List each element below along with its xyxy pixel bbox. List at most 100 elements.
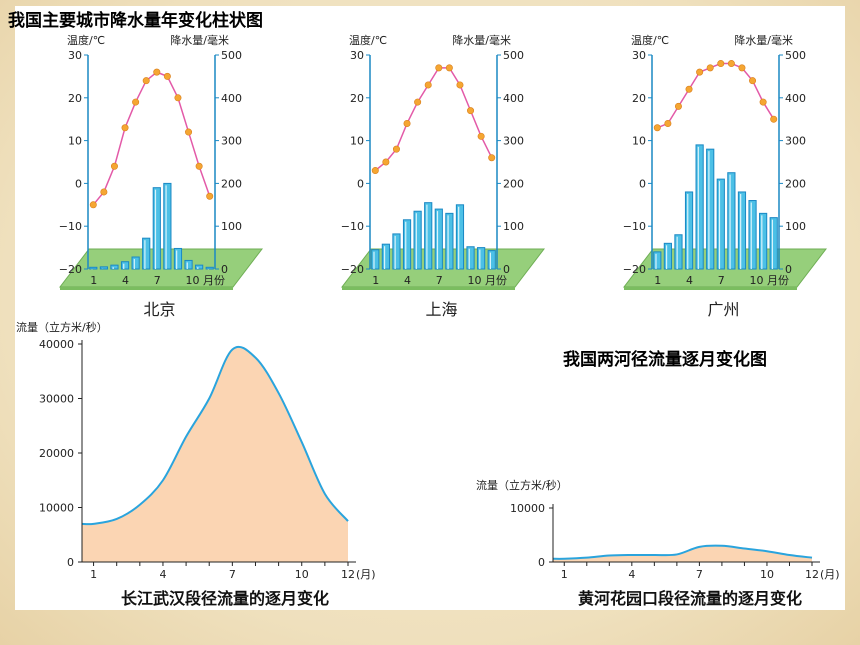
temp-axis-label: 温度/℃: [631, 33, 669, 47]
precip-bar: [163, 182, 172, 270]
temperature-point: [206, 192, 214, 200]
flow-section-title: 我国两河径流量逐月变化图: [563, 350, 767, 370]
precip-bar: [477, 247, 486, 270]
precip-bar: [402, 219, 412, 270]
precip-tick-label: 300: [221, 135, 242, 148]
flow-x-tick-label: 12: [341, 568, 355, 581]
flow-y-tick-label: 40000: [39, 338, 74, 351]
temperature-point: [174, 94, 182, 102]
temperature-point: [685, 85, 693, 93]
precip-tick-label: 100: [221, 220, 242, 233]
precip-tick-label: 400: [785, 92, 806, 105]
precip-bar: [184, 259, 193, 270]
temperature-point: [153, 68, 161, 76]
temperature-point: [770, 115, 778, 123]
precip-axis-label: 降水量/毫米: [734, 33, 793, 47]
temperature-point: [89, 201, 97, 209]
temperature-point: [653, 124, 661, 132]
precip-axis-label: 降水量/毫米: [452, 33, 511, 47]
precip-tick-label: 0: [221, 263, 228, 276]
base-platform-edge: [624, 287, 797, 290]
temperature-point: [132, 98, 140, 106]
temp-tick-label: −20: [341, 263, 364, 276]
temperature-point: [382, 158, 390, 166]
temperature-point: [445, 64, 453, 72]
precip-tick-label: 500: [785, 49, 806, 62]
temperature-point: [392, 145, 400, 153]
precip-bar: [142, 237, 151, 270]
month-tick-label: 10 月份: [186, 274, 226, 287]
flow-chart-1: 40000 30000 20000 10000 0 1 4 7 10 12 (月) 流量（立方米/秒）…: [16, 320, 376, 608]
temperature-point: [371, 167, 379, 175]
temperature-line: [92, 71, 211, 206]
base-platform-edge: [342, 287, 515, 290]
precip-bar: [727, 172, 736, 270]
month-tick-label: 7: [154, 274, 161, 287]
flow-y-label: 流量（立方米/秒）: [16, 320, 108, 334]
precip-tick-label: 500: [503, 49, 524, 62]
flow-x-unit: (月): [356, 568, 376, 581]
temperature-point: [727, 60, 735, 68]
month-tick-label: 1: [372, 274, 379, 287]
flow-x-tick-label: 7: [229, 568, 236, 581]
precip-bar: [120, 261, 130, 270]
temperature-point: [749, 77, 757, 85]
month-tick-label: 10 月份: [468, 274, 508, 287]
flow-y-tick-label: 20000: [39, 447, 74, 460]
precip-bar: [748, 200, 757, 270]
temperature-point: [706, 64, 714, 72]
precip-bar: [466, 246, 475, 270]
precip-tick-label: 0: [785, 263, 792, 276]
temperature-point: [403, 119, 411, 127]
temp-axis-label: 温度/℃: [67, 33, 105, 47]
flow-y-tick-label: 0: [67, 556, 74, 569]
month-tick-label: 4: [122, 274, 129, 287]
precip-bar: [131, 256, 140, 270]
flow-x-tick-label: 7: [696, 568, 703, 581]
precip-bar: [674, 234, 683, 270]
temperature-point: [414, 98, 422, 106]
precip-tick-label: 500: [221, 49, 242, 62]
flow-y-tick-label: 10000: [510, 502, 545, 515]
precip-bar: [769, 217, 778, 270]
city-label: 北京: [143, 300, 175, 319]
precip-tick-label: 400: [503, 92, 524, 105]
precip-bar: [413, 210, 422, 270]
temperature-point: [142, 77, 150, 85]
flow-x-tick-label: 1: [90, 568, 97, 581]
precip-bar: [695, 144, 704, 270]
temperature-point: [424, 81, 432, 89]
temp-tick-label: 30: [350, 49, 364, 62]
temp-tick-label: 0: [75, 177, 82, 190]
temperature-point: [195, 162, 203, 170]
flow-x-tick-label: 4: [628, 568, 635, 581]
precip-bar: [737, 191, 747, 270]
flow-x-tick-label: 4: [159, 568, 166, 581]
temp-tick-label: −20: [59, 263, 82, 276]
precip-bar: [706, 148, 715, 270]
precip-tick-label: 400: [221, 92, 242, 105]
temp-tick-label: 20: [350, 92, 364, 105]
temperature-point: [467, 107, 475, 115]
temperature-point: [674, 102, 682, 110]
precip-bar: [392, 233, 401, 270]
temperature-point: [477, 132, 485, 140]
flow-y-tick-label: 0: [538, 556, 545, 569]
month-tick-label: 4: [404, 274, 411, 287]
temperature-point: [163, 72, 171, 80]
temperature-point: [738, 64, 746, 72]
month-tick-label: 4: [686, 274, 693, 287]
temperature-point: [110, 162, 118, 170]
flow-y-tick-label: 10000: [39, 502, 74, 515]
temperature-point: [100, 188, 108, 196]
city-label: 上海: [425, 300, 457, 319]
flow-y-label: 流量（立方米/秒）: [476, 478, 568, 492]
flow-chart-2: 10000 0 1 4 7 10 12 (月) 流量（立方米/秒） 黄河花园口段径流量的逐月变化: [476, 478, 840, 608]
flow-y-tick-label: 30000: [39, 393, 74, 406]
precip-bar: [110, 264, 119, 270]
temp-tick-label: 0: [639, 177, 646, 190]
